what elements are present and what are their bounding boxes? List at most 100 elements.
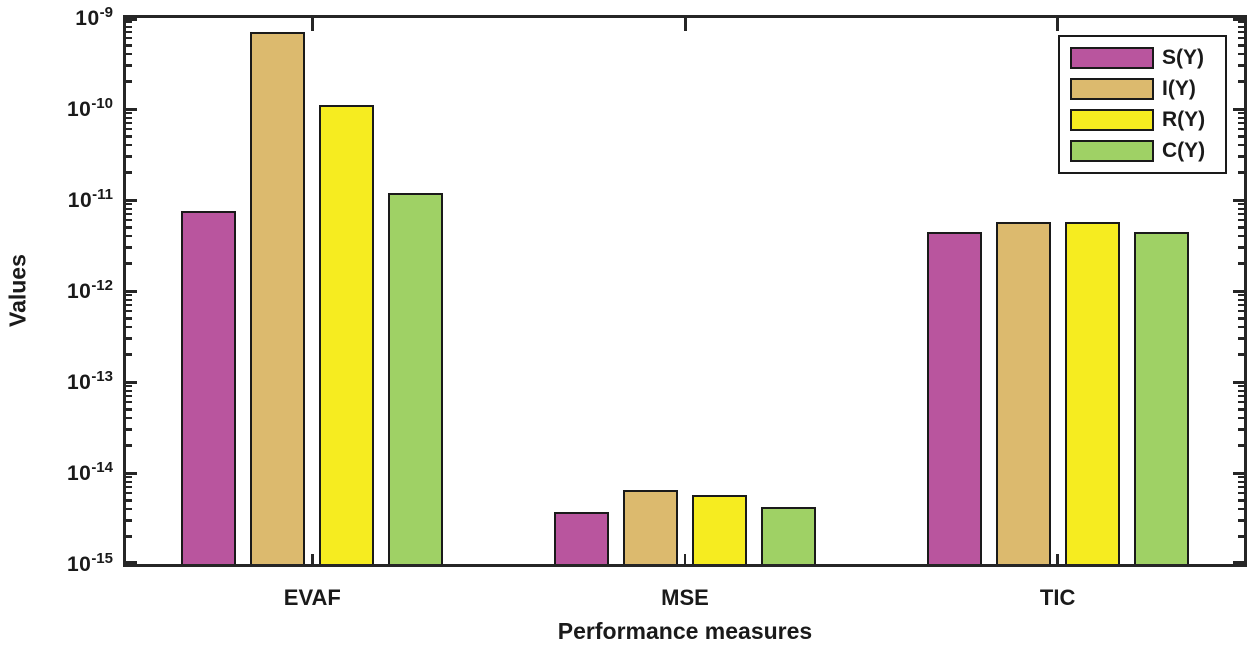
y-minor-tick-left [126, 25, 132, 29]
y-minor-tick-left [126, 416, 132, 420]
y-major-tick-left [126, 561, 137, 564]
bar-group [926, 222, 1189, 564]
y-minor-tick-left [126, 64, 132, 67]
y-minor-tick-right [1238, 400, 1244, 404]
y-minor-tick-right [1238, 416, 1244, 420]
y-minor-tick-left [126, 337, 132, 340]
bar-group [181, 32, 444, 564]
bar [554, 512, 609, 564]
y-minor-tick-right [1238, 171, 1244, 174]
y-tick-label: 10-9 [75, 3, 113, 30]
y-minor-tick-right [1238, 207, 1244, 211]
y-minor-tick-left [126, 36, 132, 40]
y-tick-label: 10-14 [66, 458, 113, 485]
legend-swatch [1070, 47, 1154, 69]
y-major-tick-left [126, 380, 137, 384]
y-minor-tick-left [126, 30, 132, 34]
x-category-tick-bottom [683, 554, 687, 564]
y-major-tick-right [1233, 561, 1244, 564]
y-minor-tick-right [1238, 298, 1244, 302]
x-category-label: TIC [1039, 585, 1076, 610]
y-tick-label: 10-10 [66, 94, 113, 121]
y-axis-title: Values [4, 254, 31, 328]
bar [623, 490, 678, 564]
bar [1133, 232, 1189, 564]
y-minor-tick-left [126, 218, 132, 222]
y-minor-tick-right [1238, 428, 1244, 431]
y-minor-tick-right [1238, 64, 1244, 67]
x-category-label: MSE [661, 585, 709, 610]
y-minor-tick-right [1238, 36, 1244, 40]
legend-row: R(Y) [1060, 108, 1225, 132]
legend-label: S(Y) [1162, 46, 1204, 69]
y-minor-tick-left [126, 143, 132, 147]
bar [181, 210, 237, 564]
y-minor-tick-right [1238, 475, 1244, 479]
y-minor-tick-left [126, 444, 132, 447]
y-minor-tick-left [126, 44, 132, 47]
y-minor-tick-right [1238, 202, 1244, 206]
y-minor-tick-left [126, 353, 132, 356]
y-minor-tick-left [126, 389, 132, 393]
y-minor-tick-left [126, 408, 132, 411]
y-minor-tick-left [126, 400, 132, 404]
legend-row: S(Y) [1060, 46, 1225, 70]
y-minor-tick-right [1238, 384, 1244, 388]
y-minor-tick-right [1238, 535, 1244, 538]
y-minor-tick-left [126, 20, 132, 24]
y-minor-tick-left [126, 127, 132, 131]
y-minor-tick-right [1238, 135, 1244, 138]
y-minor-tick-right [1238, 121, 1244, 125]
y-minor-tick-right [1238, 491, 1244, 495]
y-minor-tick-left [126, 111, 132, 115]
y-minor-tick-left [126, 212, 132, 216]
y-major-tick-left [126, 289, 137, 293]
y-minor-tick-left [126, 171, 132, 174]
bar [250, 32, 306, 564]
legend-swatch [1070, 109, 1154, 131]
y-minor-tick-right [1238, 507, 1244, 511]
bar [995, 222, 1051, 564]
bar [319, 105, 375, 564]
bar [692, 494, 747, 564]
y-minor-tick-left [126, 155, 132, 158]
y-minor-tick-right [1238, 20, 1244, 24]
y-minor-tick-left [126, 491, 132, 495]
y-minor-tick-left [126, 116, 132, 120]
y-minor-tick-left [126, 52, 132, 56]
y-minor-tick-right [1238, 353, 1244, 356]
y-minor-tick-left [126, 202, 132, 206]
bar [926, 232, 982, 564]
y-minor-tick-left [126, 298, 132, 302]
y-minor-tick-left [126, 207, 132, 211]
legend-label: C(Y) [1162, 139, 1206, 162]
y-minor-tick-left [126, 325, 132, 329]
y-major-tick-right [1233, 107, 1244, 111]
y-minor-tick-left [126, 394, 132, 398]
x-category-tick-top [1056, 18, 1060, 31]
legend-label: R(Y) [1162, 108, 1206, 131]
y-minor-tick-right [1238, 408, 1244, 411]
y-tick-label: 10-15 [66, 549, 113, 576]
y-tick-label: 10-12 [66, 276, 113, 303]
y-minor-tick-right [1238, 127, 1244, 131]
y-minor-tick-right [1238, 485, 1244, 489]
y-minor-tick-right [1238, 25, 1244, 29]
y-minor-tick-right [1238, 52, 1244, 56]
y-minor-tick-left [126, 246, 132, 249]
y-tick-label: 10-11 [67, 185, 113, 212]
y-major-tick-left [126, 471, 137, 475]
y-minor-tick-right [1238, 519, 1244, 522]
y-minor-tick-right [1238, 234, 1244, 238]
y-tick-label: 10-13 [66, 367, 113, 394]
y-minor-tick-right [1238, 309, 1244, 313]
y-minor-tick-left [126, 226, 132, 229]
x-category-tick-top [310, 18, 314, 31]
y-major-tick-left [126, 198, 137, 202]
y-minor-tick-left [126, 80, 132, 83]
legend-row: I(Y) [1060, 77, 1225, 101]
y-major-tick-right [1233, 289, 1244, 293]
bar [1064, 222, 1120, 564]
y-minor-tick-right [1238, 155, 1244, 158]
